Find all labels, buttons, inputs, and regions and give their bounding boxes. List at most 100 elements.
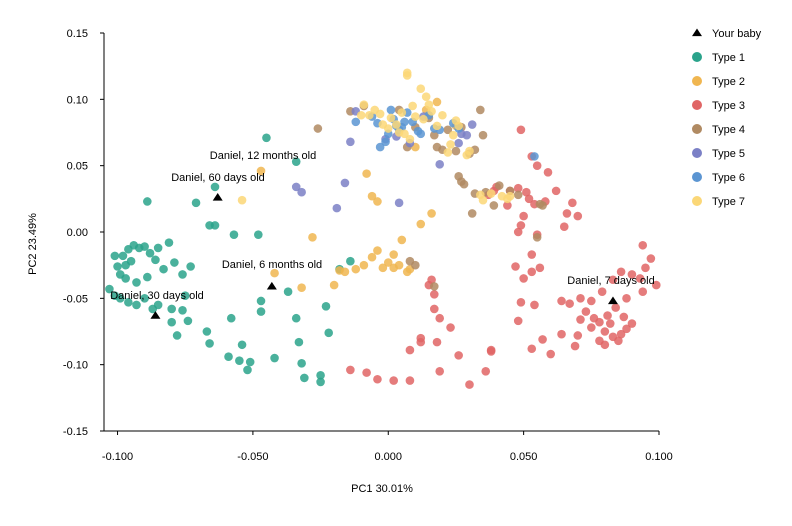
data-point: [581, 307, 591, 316]
data-point: [616, 329, 626, 339]
data-point: [394, 198, 404, 208]
data-point: [373, 246, 382, 255]
data-point: [351, 117, 361, 127]
data-point: [397, 108, 407, 117]
data-point: [435, 160, 445, 169]
data-point: [416, 219, 426, 229]
data-point: [262, 133, 271, 143]
data-point: [427, 106, 436, 116]
data-point: [443, 148, 453, 157]
data-point: [486, 347, 496, 356]
data-point: [405, 134, 415, 144]
data-point: [402, 68, 412, 78]
data-point: [178, 270, 187, 279]
data-point: [172, 331, 182, 340]
data-point: [308, 233, 317, 242]
annotation-label: Daniel, 60 days old: [171, 172, 265, 184]
data-point: [638, 287, 648, 297]
data-point: [359, 100, 369, 109]
legend-label: Type 6: [712, 172, 745, 184]
data-point: [313, 124, 323, 133]
legend-label: Type 2: [712, 76, 745, 88]
data-point: [429, 130, 439, 140]
data-point: [622, 324, 631, 334]
data-point: [167, 317, 176, 327]
data-point: [118, 251, 128, 261]
data-point: [638, 240, 648, 250]
data-point: [121, 274, 130, 283]
legend-label: Type 4: [712, 124, 745, 136]
data-point: [411, 112, 420, 121]
y-tick-label: 0.00: [67, 227, 88, 239]
data-point: [576, 315, 585, 324]
data-point: [110, 251, 120, 261]
data-point: [505, 191, 515, 201]
data-point: [340, 267, 350, 277]
data-point: [316, 370, 325, 380]
data-point: [589, 313, 599, 323]
data-point: [476, 105, 485, 115]
legend-swatch: [692, 76, 702, 86]
data-point: [405, 256, 415, 266]
annotation-label: Daniel, 6 months old: [222, 259, 322, 271]
data-point: [465, 380, 474, 389]
baby-marker: [212, 193, 223, 201]
data-point: [297, 359, 306, 368]
data-point: [519, 211, 528, 221]
data-point: [424, 100, 434, 109]
data-point: [478, 130, 488, 140]
data-point: [427, 275, 436, 285]
data-point: [178, 305, 187, 315]
data-point: [454, 138, 463, 148]
data-point: [383, 258, 393, 267]
data-point: [467, 209, 477, 218]
baby-marker: [266, 281, 277, 290]
data-point: [346, 256, 355, 266]
data-point: [530, 152, 539, 161]
data-point: [362, 169, 371, 178]
data-point: [256, 307, 266, 316]
data-point: [513, 183, 523, 193]
data-point: [494, 181, 504, 190]
data-point: [270, 353, 279, 363]
data-point: [210, 221, 220, 230]
data-point: [600, 327, 610, 336]
data-point: [237, 340, 247, 350]
x-tick-label: 0.100: [645, 451, 673, 463]
data-point: [522, 187, 531, 197]
data-point: [316, 377, 325, 387]
data-point: [619, 312, 629, 322]
data-point: [373, 197, 382, 206]
data-point: [145, 248, 155, 258]
data-point: [324, 328, 334, 338]
data-point: [386, 113, 396, 123]
data-point: [481, 367, 491, 376]
data-point: [641, 263, 650, 273]
data-point: [605, 319, 615, 328]
data-point: [256, 166, 266, 176]
data-point: [532, 233, 542, 242]
data-point: [400, 117, 409, 127]
data-point: [392, 120, 401, 129]
data-point: [329, 280, 339, 290]
annotations: Daniel, 12 months old Daniel, 60 days old…: [110, 150, 655, 302]
data-point: [180, 291, 190, 300]
legend-swatch: [692, 100, 702, 110]
data-point: [159, 264, 168, 274]
legend-swatch: [692, 52, 702, 62]
legend-swatch: [692, 172, 702, 182]
data-point: [375, 109, 385, 119]
legend-label: Type 5: [712, 148, 745, 160]
data-point: [210, 182, 220, 192]
x-tick-label: 0.050: [510, 451, 538, 463]
data-point: [351, 264, 361, 274]
data-point: [573, 331, 583, 340]
data-point: [132, 278, 141, 287]
x-tick-label: 0.000: [375, 451, 403, 463]
baby-marker: [607, 296, 618, 305]
data-point: [435, 313, 445, 323]
data-point: [646, 254, 656, 263]
data-point: [459, 179, 469, 189]
data-point: [446, 140, 455, 149]
legend-label: Your baby: [712, 28, 762, 40]
